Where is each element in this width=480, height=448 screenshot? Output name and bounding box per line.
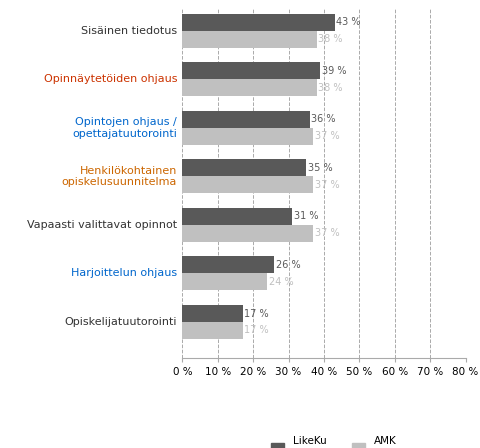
Text: 37 %: 37 % <box>315 180 339 190</box>
Text: Harjoittelun ohjaus: Harjoittelun ohjaus <box>71 268 177 279</box>
Text: Henkilökohtainen
opiskelusuunnitelma: Henkilökohtainen opiskelusuunnitelma <box>62 166 177 187</box>
Bar <box>182 79 317 96</box>
Text: 17 %: 17 % <box>244 309 269 319</box>
Text: 36 %: 36 % <box>311 114 336 125</box>
Text: Opinnäytetöiden ohjaus: Opinnäytetöiden ohjaus <box>44 74 177 84</box>
Bar <box>182 322 242 339</box>
Text: Opintojen ohjaus /
opettajatuutorointi: Opintojen ohjaus / opettajatuutorointi <box>72 117 177 139</box>
Bar <box>182 305 242 322</box>
Bar <box>182 208 292 225</box>
Text: 24 %: 24 % <box>269 277 293 287</box>
Bar <box>182 14 335 31</box>
Text: Sisäinen tiedotus: Sisäinen tiedotus <box>81 26 177 36</box>
Text: 17 %: 17 % <box>244 326 269 336</box>
Text: Vapaasti valittavat opinnot: Vapaasti valittavat opinnot <box>27 220 177 230</box>
Bar <box>182 62 321 79</box>
Bar <box>182 128 313 145</box>
Bar <box>182 273 267 290</box>
Bar <box>182 256 275 273</box>
Text: 43 %: 43 % <box>336 17 360 27</box>
Text: 31 %: 31 % <box>294 211 318 221</box>
Text: 38 %: 38 % <box>318 83 343 93</box>
Text: 37 %: 37 % <box>315 228 339 238</box>
Text: 35 %: 35 % <box>308 163 332 173</box>
Text: 26 %: 26 % <box>276 260 300 270</box>
Text: 39 %: 39 % <box>322 66 347 76</box>
Text: 38 %: 38 % <box>318 34 343 44</box>
Bar <box>182 177 313 194</box>
Bar <box>182 31 317 48</box>
Text: Opiskelijatuutorointi: Opiskelijatuutorointi <box>65 317 177 327</box>
Bar <box>182 111 310 128</box>
Legend: LikeKu
(n=254), AMK
(n=704): LikeKu (n=254), AMK (n=704) <box>271 436 417 448</box>
Bar <box>182 159 306 177</box>
Bar <box>182 225 313 242</box>
Text: 37 %: 37 % <box>315 131 339 142</box>
